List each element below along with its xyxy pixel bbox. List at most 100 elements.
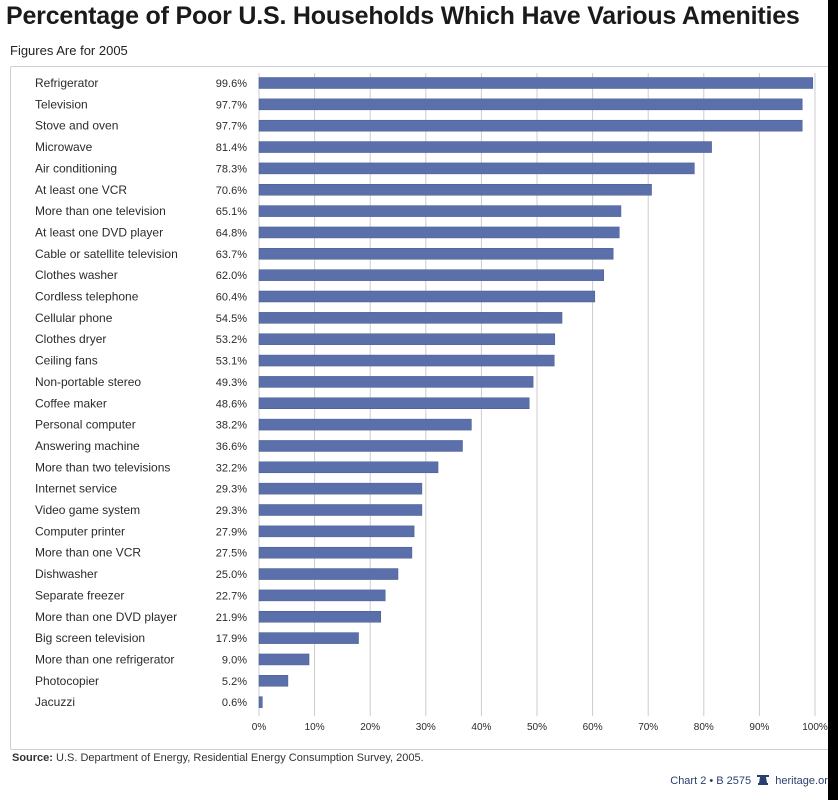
value-label: 32.2% — [216, 462, 247, 474]
bar — [258, 525, 415, 538]
bar — [258, 98, 803, 111]
x-tick-label: 70% — [638, 722, 658, 733]
category-label: Microwave — [35, 140, 93, 154]
bar — [258, 440, 463, 452]
value-label: 49.3% — [216, 377, 247, 389]
value-label: 29.3% — [216, 484, 247, 496]
x-tick-label: 80% — [694, 722, 714, 733]
category-label: Ceiling fans — [35, 354, 98, 368]
bar — [258, 504, 423, 516]
category-label: At least one VCR — [35, 183, 127, 197]
category-label: Answering machine — [35, 439, 140, 453]
bar — [258, 333, 556, 345]
category-label: Cordless telephone — [35, 290, 139, 304]
bar — [258, 589, 386, 602]
value-label: 64.8% — [216, 227, 247, 239]
category-label: Clothes washer — [35, 268, 118, 282]
value-label: 0.6% — [222, 697, 247, 709]
x-tick-label: 0% — [252, 722, 267, 733]
x-tick-label: 60% — [583, 722, 603, 733]
bar — [258, 184, 652, 196]
value-label: 53.1% — [216, 356, 247, 368]
bar — [258, 354, 555, 367]
bar — [258, 482, 423, 495]
category-label: Clothes dryer — [35, 332, 106, 346]
value-label: 48.6% — [216, 398, 247, 410]
bar — [258, 290, 596, 303]
value-label: 27.5% — [216, 548, 247, 560]
value-label: 17.9% — [216, 633, 247, 645]
x-tick-label: 30% — [416, 722, 436, 733]
bar — [258, 376, 534, 388]
value-label: 78.3% — [216, 163, 247, 175]
value-label: 99.6% — [216, 78, 247, 90]
value-label: 60.4% — [216, 292, 247, 304]
category-label: Dishwasher — [35, 567, 98, 581]
value-label: 21.9% — [216, 612, 247, 624]
category-label: More than two televisions — [35, 460, 170, 474]
value-label: 63.7% — [216, 249, 247, 261]
source-text: U.S. Department of Energy, Residential E… — [56, 752, 424, 764]
bar — [258, 205, 622, 217]
chart-id: Chart 2 • B 2575 — [670, 775, 752, 787]
value-label: 65.1% — [216, 206, 247, 218]
bar — [258, 119, 803, 132]
bar — [258, 312, 563, 324]
x-tick-label: 20% — [360, 722, 380, 733]
x-tick-label: 90% — [749, 722, 769, 733]
category-label: Coffee maker — [35, 396, 107, 410]
bar — [258, 397, 530, 409]
bar — [258, 141, 712, 153]
bar — [258, 568, 399, 580]
category-label: At least one DVD player — [35, 225, 163, 239]
chart-credit: Chart 2 • B 2575 heritage.org — [670, 775, 834, 787]
x-tick-label: 10% — [305, 722, 325, 733]
category-label: Cellular phone — [35, 311, 113, 325]
category-label: Jacuzzi — [35, 695, 75, 709]
source-note: Source: U.S. Department of Energy, Resid… — [12, 752, 424, 764]
category-label: Personal computer — [35, 418, 136, 432]
value-label: 70.6% — [216, 185, 247, 197]
x-tick-label: 100% — [802, 722, 828, 733]
value-label: 54.5% — [216, 313, 247, 325]
chart-subtitle: Figures Are for 2005 — [10, 43, 128, 58]
value-label: 5.2% — [222, 676, 247, 688]
category-label: Separate freezer — [35, 588, 124, 602]
category-label: Television — [35, 97, 88, 111]
value-label: 9.0% — [222, 654, 247, 666]
bar — [258, 653, 310, 666]
value-label: 29.3% — [216, 505, 247, 517]
bar — [258, 226, 620, 239]
bar — [258, 546, 413, 559]
category-label: More than one VCR — [35, 546, 141, 560]
value-label: 25.0% — [216, 569, 247, 581]
value-label: 62.0% — [216, 270, 247, 282]
site-name: heritage.org — [775, 775, 834, 787]
bar — [258, 675, 289, 687]
category-label: Cable or satellite television — [35, 247, 178, 261]
liberty-bell-icon — [757, 775, 770, 785]
x-tick-label: 50% — [527, 722, 547, 733]
chart-panel: 0% 10% 20% 30% 40% 50% 60% 70% 80% 90% 100% Refrige… — [10, 66, 834, 750]
category-label: Photocopier — [35, 674, 99, 688]
bar — [258, 77, 814, 89]
bar — [258, 611, 382, 623]
value-label: 97.7% — [216, 99, 247, 111]
bar — [258, 696, 263, 708]
source-label: Source: — [12, 752, 53, 764]
bar — [258, 269, 604, 281]
bar-chart: 0% 10% 20% 30% 40% 50% 60% 70% 80% 90% 100% Refrige… — [35, 73, 828, 733]
bar — [258, 632, 359, 644]
value-label: 53.2% — [216, 334, 247, 346]
category-label: More than one refrigerator — [35, 652, 174, 666]
bar — [258, 418, 472, 431]
category-label: Refrigerator — [35, 76, 98, 90]
value-label: 27.9% — [216, 526, 247, 538]
category-label: Internet service — [35, 482, 117, 496]
bar — [258, 248, 614, 260]
value-label: 36.6% — [216, 441, 247, 453]
bar — [258, 461, 439, 474]
value-label: 81.4% — [216, 142, 247, 154]
category-label: Air conditioning — [35, 161, 117, 175]
